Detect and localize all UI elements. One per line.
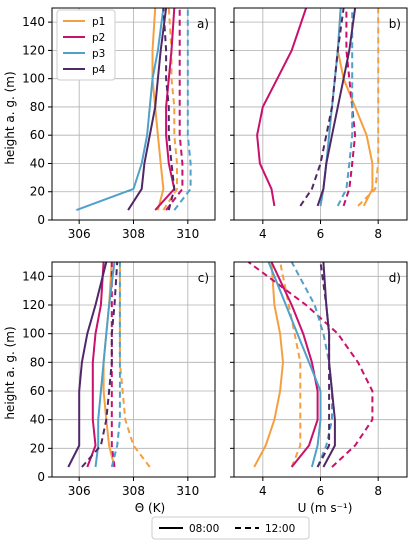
- y-tick-label: 60: [30, 128, 45, 142]
- y-tick-label: 0: [37, 470, 45, 484]
- series-line-p3-0800: [76, 8, 165, 212]
- y-tick-label: 140: [22, 15, 45, 29]
- series-line-p3-0800: [267, 262, 322, 468]
- panel-3: 0 20 40 60 80 100 120 140 306 308 310 c): [22, 261, 216, 498]
- series-line-p2-1200: [247, 262, 374, 468]
- series-line-p2-0800: [256, 8, 308, 207]
- series-line-p1-1200: [162, 8, 178, 211]
- x-tick-label: 8: [374, 484, 382, 498]
- series-line-p4-1200: [316, 262, 331, 468]
- series-line-p1-0800: [336, 8, 374, 207]
- x-tick-label: 6: [317, 484, 325, 498]
- y-tick-label: 0: [37, 213, 45, 227]
- series-line-p4-1200: [81, 262, 119, 468]
- series-line-p1-0800: [253, 262, 284, 468]
- series-line-p3-0800: [94, 262, 116, 468]
- series-line-p2-1200: [342, 8, 357, 207]
- series-line-p2-0800: [154, 8, 176, 211]
- x-tick-label: 8: [374, 227, 382, 241]
- x-axis-label-u: U (m s⁻¹): [298, 501, 353, 515]
- series-group: [67, 262, 151, 468]
- time-legend-solid-label: 08:00: [189, 523, 219, 535]
- series-legend-items: p1 p2 p3 p4: [63, 16, 106, 76]
- x-tick-label: 308: [122, 484, 145, 498]
- panel-label: d): [389, 271, 401, 285]
- series-line-p1-0800: [151, 8, 165, 211]
- legend-label-p1: p1: [92, 16, 105, 28]
- x-tick-label: 310: [176, 484, 199, 498]
- panels: 0 20 40 60 80 100 120 140 306 308 310 a) 4 6 8 b) 0 20 40 6…: [22, 7, 408, 498]
- y-axis-label-top: height a. g. (m): [3, 71, 17, 164]
- panel-label: a): [197, 17, 209, 31]
- panel-1: 0 20 40 60 80 100 120 140 306 308 310 a): [22, 7, 216, 241]
- series-group: [247, 262, 374, 468]
- series-legend: p1 p2 p3 p4: [56, 9, 116, 81]
- y-axis-label-bottom: height a. g. (m): [3, 326, 17, 419]
- y-tick-label: 80: [30, 100, 45, 114]
- x-axis-label-theta: Θ (K): [135, 501, 166, 515]
- time-legend-frame: [151, 516, 310, 540]
- x-tick-label: 308: [122, 227, 145, 241]
- time-legend: 08:00 12:00: [151, 516, 310, 540]
- series-group: [256, 8, 380, 207]
- series-line-p4-0800: [316, 8, 357, 207]
- series-line-p1-1200: [279, 262, 302, 468]
- panel-label: c): [198, 271, 209, 285]
- series-group: [76, 8, 192, 212]
- series-line-p2-0800: [86, 262, 105, 468]
- y-tick-label: 60: [30, 384, 45, 398]
- y-tick-label: 20: [30, 185, 45, 199]
- x-tick-label: 306: [68, 484, 91, 498]
- x-tick-label: 4: [259, 484, 267, 498]
- y-tick-label: 120: [22, 298, 45, 312]
- y-tick-label: 100: [22, 327, 45, 341]
- panel-label: b): [389, 17, 401, 31]
- series-line-p2-1200: [110, 262, 116, 468]
- x-tick-label: 4: [259, 227, 267, 241]
- time-legend-dashed-label: 12:00: [265, 523, 295, 535]
- series-line-p1-1200: [357, 8, 380, 207]
- y-tick-label: 20: [30, 441, 45, 455]
- legend-label-p4: p4: [92, 64, 106, 76]
- panel-4: 4 6 8 d): [230, 261, 408, 498]
- x-tick-label: 306: [68, 227, 91, 241]
- series-line-p3-1200: [173, 8, 192, 211]
- series-line-p3-1200: [336, 8, 354, 207]
- x-tick-label: 310: [176, 227, 199, 241]
- y-tick-label: 40: [30, 156, 45, 170]
- series-line-p4-1200: [162, 8, 176, 211]
- series-line-p2-1200: [165, 8, 184, 211]
- y-tick-label: 100: [22, 72, 45, 86]
- panel-2: 4 6 8 b): [230, 7, 408, 241]
- series-line-p4-1200: [299, 8, 345, 207]
- legend-label-p3: p3: [92, 48, 105, 60]
- series-legend-frame: [56, 9, 116, 81]
- x-tick-label: 6: [317, 227, 325, 241]
- y-tick-label: 40: [30, 413, 45, 427]
- y-tick-label: 80: [30, 355, 45, 369]
- series-line-p3-1200: [110, 262, 121, 468]
- series-line-p1-0800: [102, 262, 116, 468]
- y-tick-label: 120: [22, 43, 45, 57]
- y-tick-label: 140: [22, 269, 45, 283]
- legend-label-p2: p2: [92, 32, 105, 44]
- series-line-p4-0800: [67, 262, 108, 468]
- series-line-p1-1200: [118, 262, 151, 468]
- series-line-p4-0800: [127, 8, 168, 211]
